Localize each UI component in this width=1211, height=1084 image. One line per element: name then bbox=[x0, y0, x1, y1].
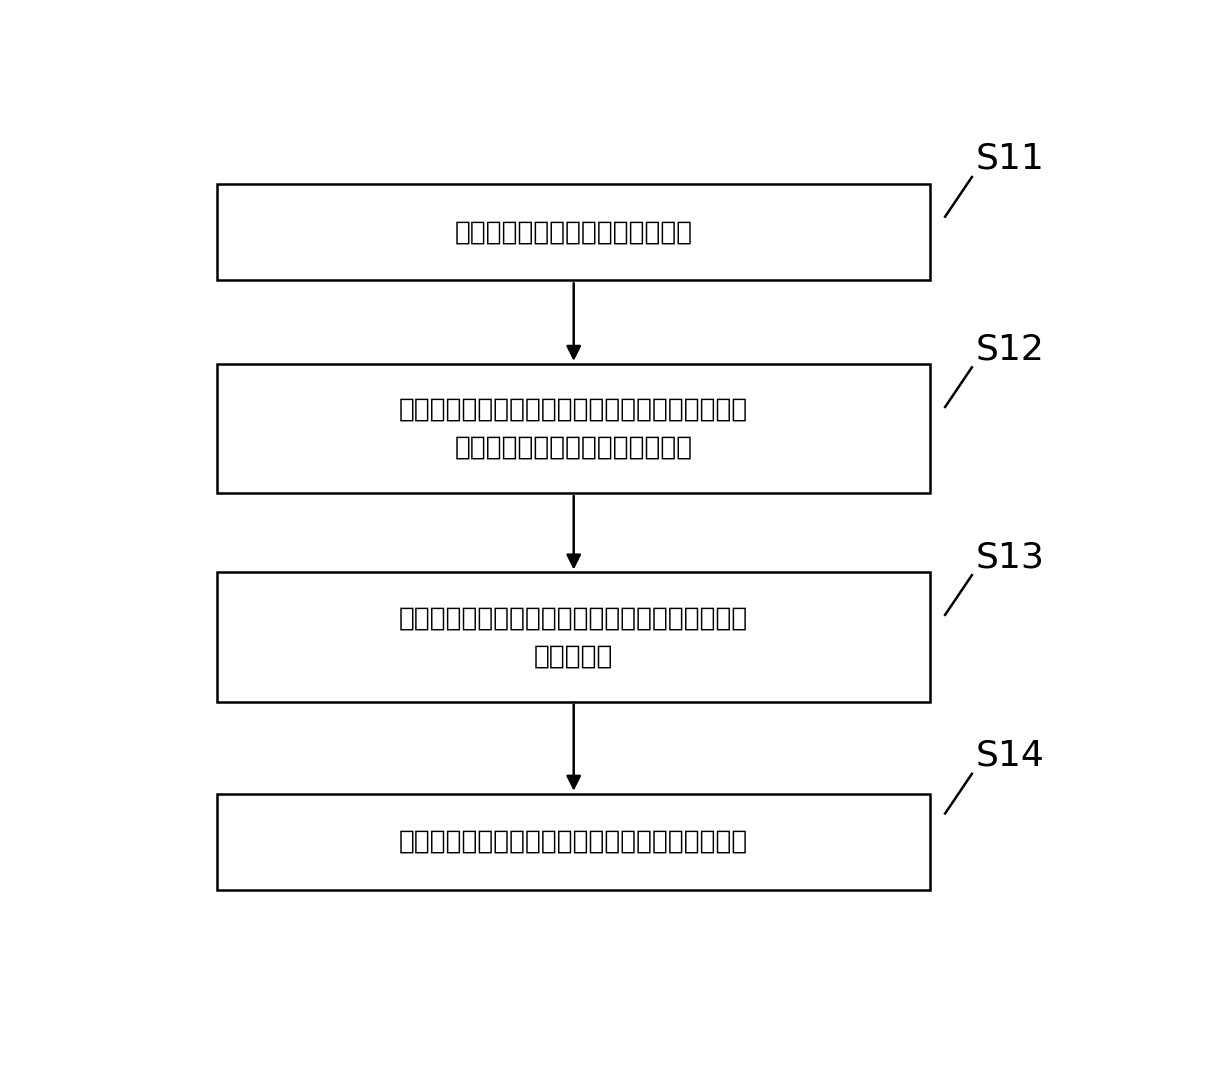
Bar bbox=[217, 572, 930, 701]
Text: 基于第一数据信息对第一预设模板进行填充，得到
第一数据信息对应的第一文本信息: 基于第一数据信息对第一预设模板进行填充，得到 第一数据信息对应的第一文本信息 bbox=[400, 397, 748, 461]
Text: 根据图片信息和所述第一文本信息，确定资讯信息: 根据图片信息和所述第一文本信息，确定资讯信息 bbox=[400, 828, 748, 854]
Bar bbox=[217, 364, 930, 493]
Text: S14: S14 bbox=[975, 739, 1044, 773]
Text: S12: S12 bbox=[975, 333, 1044, 366]
Text: S11: S11 bbox=[975, 142, 1044, 176]
Bar bbox=[217, 793, 930, 890]
Bar bbox=[217, 184, 930, 281]
Text: 对第一数据信息进行处理，得到第一数据信息对应
的图片信息: 对第一数据信息进行处理，得到第一数据信息对应 的图片信息 bbox=[400, 605, 748, 669]
Text: S13: S13 bbox=[975, 540, 1044, 575]
Text: 获取第一数据信息和第一预设模板: 获取第一数据信息和第一预设模板 bbox=[454, 219, 693, 245]
